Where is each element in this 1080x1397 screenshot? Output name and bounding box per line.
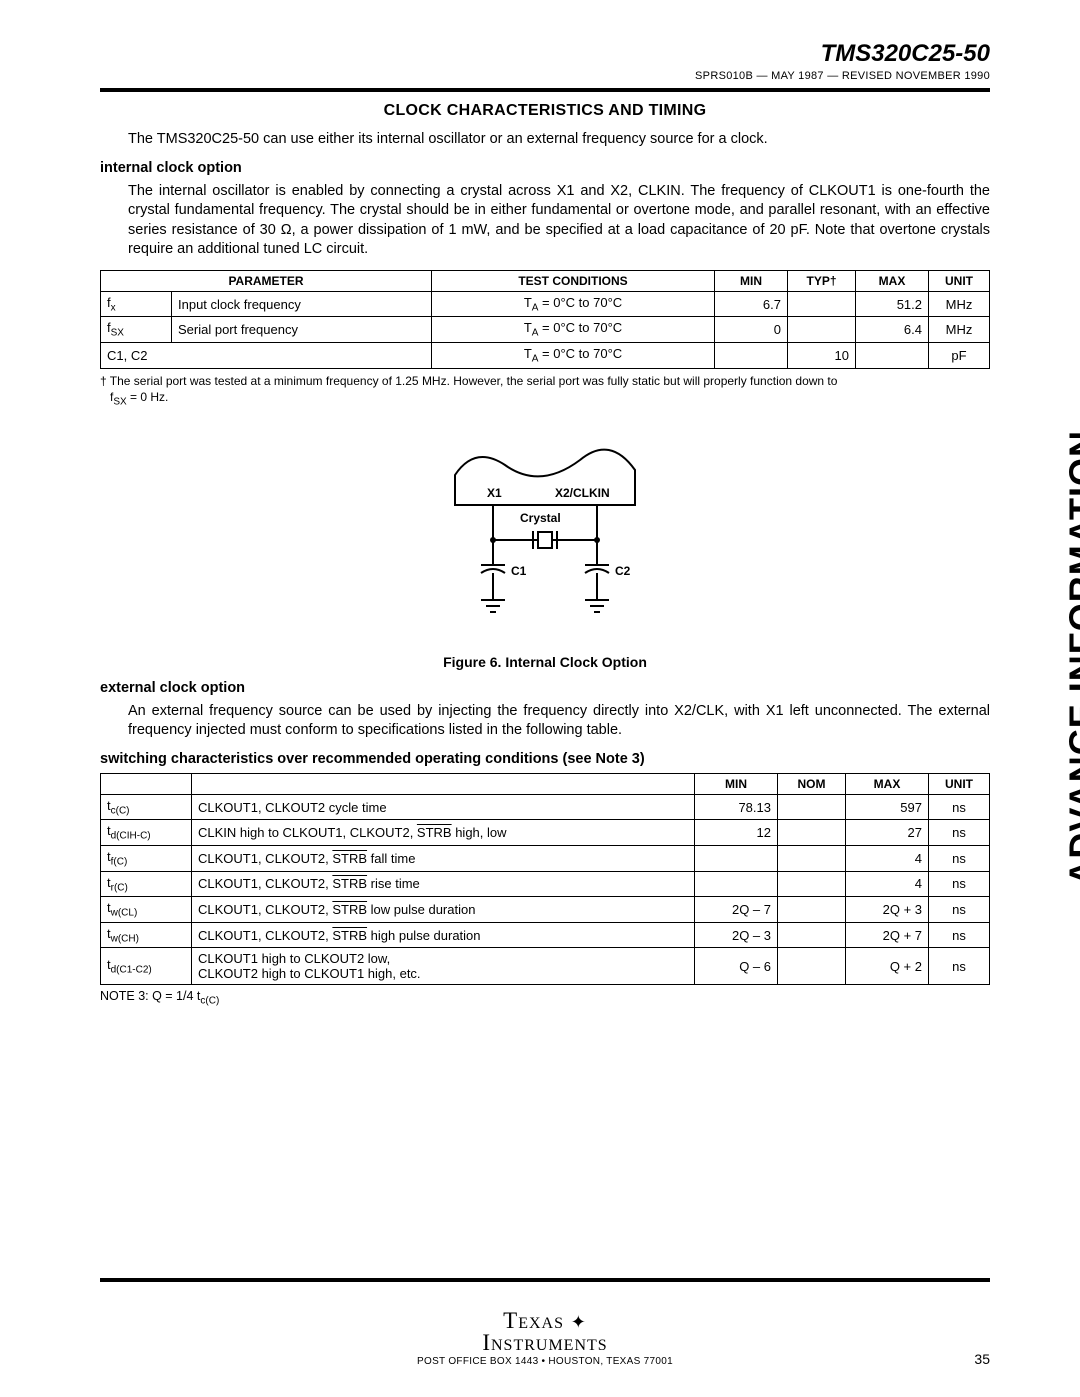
section-intro: The TMS320C25-50 can use either its inte… [128,130,990,150]
max-val [856,343,929,369]
col-test-conditions: TEST CONDITIONS [432,270,715,291]
typ-val [788,291,856,317]
table-header-row: PARAMETER TEST CONDITIONS MIN TYP† MAX U… [101,270,990,291]
note-3: NOTE 3: Q = 1/4 tc(C) [100,989,990,1007]
table-row: tw(CL) CLKOUT1, CLKOUT2, STRB low pulse … [101,897,990,923]
bottom-rule [100,1278,990,1282]
col-parameter: PARAMETER [101,270,432,291]
side-advance-info: ADVANCE INFORMATION [1062,430,1080,886]
crystal-circuit-svg: X1 X2/CLKIN Crystal C1 [415,425,675,635]
col-typ: TYP† [788,270,856,291]
part-number: TMS320C25-50 [100,40,990,68]
param-desc: Serial port frequency [172,317,432,343]
max-val: 6.4 [856,317,929,343]
datasheet-page: TMS320C25-50 SPRS010B — MAY 1987 — REVIS… [0,0,1080,1397]
external-clock-body: An external frequency source can be used… [128,702,990,741]
test-cond: TA = 0°C to 70°C [432,291,715,317]
cap-c2: C2 [615,564,631,578]
table-header-row: MIN NOM MAX UNIT [101,773,990,794]
table-row: tf(C) CLKOUT1, CLKOUT2, STRB fall time 4… [101,845,990,871]
table-row: tc(C) CLKOUT1, CLKOUT2 cycle time 78.13 … [101,794,990,820]
max-val: 51.2 [856,291,929,317]
switching-table: MIN NOM MAX UNIT tc(C) CLKOUT1, CLKOUT2 … [100,773,990,986]
table1-footnote: † The serial port was tested at a minimu… [100,373,990,409]
footer-address: POST OFFICE BOX 1443 • HOUSTON, TEXAS 77… [100,1356,990,1367]
param-desc: CLKOUT1, CLKOUT2 cycle time [192,794,695,820]
col-min: MIN [715,270,788,291]
ti-logo: Texas ✦ Instruments [100,1310,990,1354]
param-symbol: fSX [101,317,172,343]
cap-c1: C1 [511,564,527,578]
crystal-label: Crystal [520,511,561,525]
col-nom: NOM [778,773,846,794]
table-row: C1, C2 TA = 0°C to 70°C 10 pF [101,343,990,369]
table-row: tr(C) CLKOUT1, CLKOUT2, STRB rise time 4… [101,871,990,897]
table-row: td(CIH-C) CLKIN high to CLKOUT1, CLKOUT2… [101,820,990,846]
typ-val: 10 [788,343,856,369]
figure-6: X1 X2/CLKIN Crystal C1 [100,425,990,640]
table-row: fSX Serial port frequency TA = 0°C to 70… [101,317,990,343]
param-symbol: C1, C2 [101,343,432,369]
param-symbol: fx [101,291,172,317]
unit-val: pF [929,343,990,369]
top-rule [100,88,990,92]
table-row: fx Input clock frequency TA = 0°C to 70°… [101,291,990,317]
page-number: 35 [974,1351,990,1367]
pin-x1: X1 [487,486,502,500]
switching-heading: switching characteristics over recommend… [100,751,990,767]
param-symbol: tc(C) [101,794,192,820]
col-min: MIN [695,773,778,794]
test-cond: TA = 0°C to 70°C [432,343,715,369]
internal-clock-body: The internal oscillator is enabled by co… [128,182,990,260]
page-footer: Texas ✦ Instruments POST OFFICE BOX 1443… [100,1310,990,1367]
unit-val: MHz [929,317,990,343]
section-title: CLOCK CHARACTERISTICS AND TIMING [100,102,990,120]
col-unit: UNIT [929,773,990,794]
col-max: MAX [846,773,929,794]
typ-val [788,317,856,343]
param-desc: Input clock frequency [172,291,432,317]
min-val [715,343,788,369]
unit-val: MHz [929,291,990,317]
test-cond: TA = 0°C to 70°C [432,317,715,343]
table-row: tw(CH) CLKOUT1, CLKOUT2, STRB high pulse… [101,922,990,948]
doc-revision-line: SPRS010B — MAY 1987 — REVISED NOVEMBER 1… [100,70,990,82]
figure-caption: Figure 6. Internal Clock Option [100,654,990,670]
internal-clock-heading: internal clock option [100,160,990,176]
pin-x2: X2/CLKIN [555,486,610,500]
min-val: 0 [715,317,788,343]
min-val: 6.7 [715,291,788,317]
external-clock-heading: external clock option [100,680,990,696]
clock-params-table: PARAMETER TEST CONDITIONS MIN TYP† MAX U… [100,270,990,369]
col-max: MAX [856,270,929,291]
table-row: td(C1-C2) CLKOUT1 high to CLKOUT2 low,CL… [101,948,990,985]
col-unit: UNIT [929,270,990,291]
